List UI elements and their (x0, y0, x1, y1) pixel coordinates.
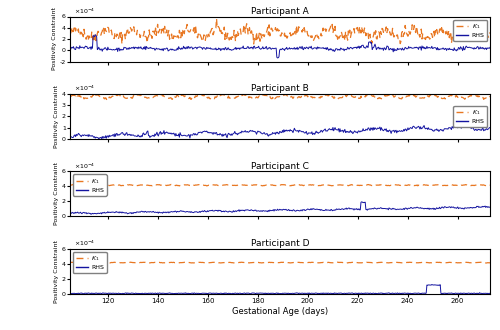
Legend: $K_1$, RHS: $K_1$, RHS (73, 175, 106, 196)
Legend: $K_1$, RHS: $K_1$, RHS (73, 252, 106, 273)
Title: Participant A: Participant A (251, 7, 309, 16)
Text: $\times10^{-4}$: $\times10^{-4}$ (74, 7, 96, 16)
Title: Participant D: Participant D (251, 239, 309, 248)
Y-axis label: Positivity Constraint: Positivity Constraint (52, 8, 57, 71)
Title: Participant C: Participant C (251, 161, 309, 171)
Y-axis label: Positivity Constraint: Positivity Constraint (54, 85, 59, 148)
Y-axis label: Positivity Constraint: Positivity Constraint (54, 162, 59, 225)
Y-axis label: Positivity Constraint: Positivity Constraint (54, 240, 59, 303)
Text: $\times10^{-4}$: $\times10^{-4}$ (74, 239, 96, 248)
Title: Participant B: Participant B (251, 84, 309, 93)
Legend: $K_1$, RHS: $K_1$, RHS (454, 19, 487, 41)
Text: $\times10^{-4}$: $\times10^{-4}$ (74, 84, 96, 93)
X-axis label: Gestational Age (days): Gestational Age (days) (232, 307, 328, 315)
Legend: $K_1$, RHS: $K_1$, RHS (454, 106, 487, 127)
Text: $\times10^{-4}$: $\times10^{-4}$ (74, 162, 96, 171)
